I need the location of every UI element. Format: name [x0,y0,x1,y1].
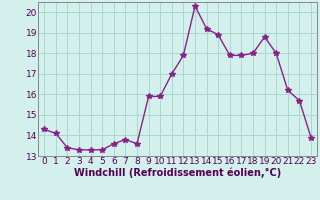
X-axis label: Windchill (Refroidissement éolien,°C): Windchill (Refroidissement éolien,°C) [74,168,281,178]
